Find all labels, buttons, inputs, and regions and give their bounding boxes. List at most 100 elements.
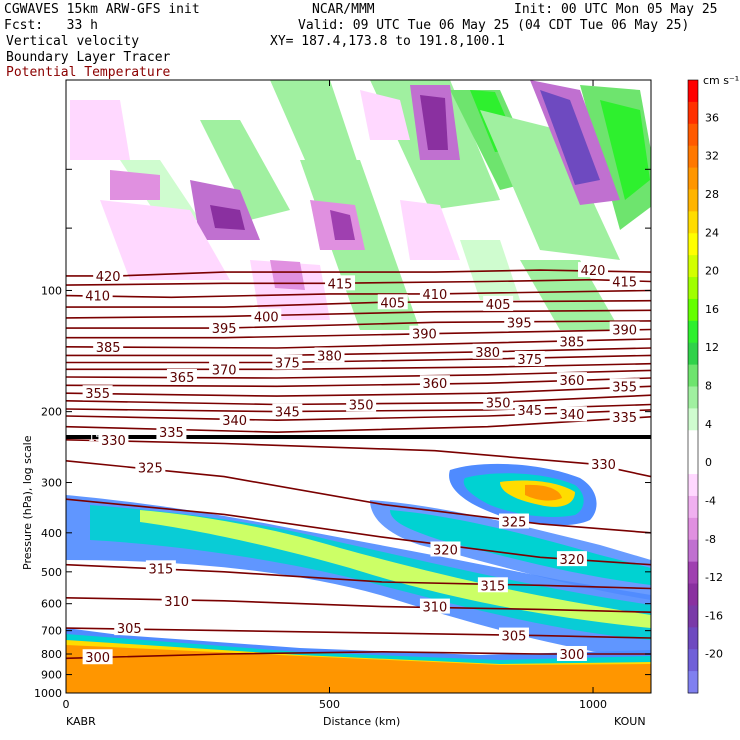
colorbar-label: -20 <box>705 648 723 661</box>
w-upper-purple-15 <box>360 90 410 140</box>
colorbar-label: 20 <box>705 265 719 278</box>
colorbar-swatch <box>688 671 698 694</box>
theta-label: 400 <box>254 310 279 325</box>
theta-label-bg <box>498 627 529 643</box>
theta-label: 395 <box>507 316 532 331</box>
theta-label: 300 <box>85 651 110 666</box>
colorbar-swatch <box>688 386 698 409</box>
theta-label-bg <box>161 592 192 608</box>
w-upper-purple-9 <box>110 170 160 200</box>
theta-label-bg <box>430 541 461 557</box>
theta-label: 375 <box>275 357 300 372</box>
theta-line-350 <box>66 394 651 406</box>
y-axis-label: Pressure (hPa), log scale <box>21 435 34 570</box>
theta-label-bg <box>419 285 450 301</box>
w-upper-purple-11 <box>100 200 230 280</box>
theta-label-bg <box>93 338 124 354</box>
y-tick-label: 400 <box>41 527 62 540</box>
header-xy: XY= 187.4,173.8 to 191.8,100.1 <box>270 34 505 49</box>
w-upper-green-11 <box>520 260 620 330</box>
theta-label-bg <box>314 347 345 363</box>
x-axis-ticks: 0 500 1000 <box>63 80 607 711</box>
theta-label: 305 <box>502 630 527 645</box>
theta-label-bg <box>272 403 303 419</box>
theta-label-bg <box>556 372 587 388</box>
theta-labels: 420 415 420 415 410 410 405 405 400 395 395 390 390 3… <box>82 262 640 666</box>
theta-label: 410 <box>85 290 110 305</box>
theta-label: 320 <box>433 543 458 558</box>
y-tick-label: 100 <box>41 284 62 297</box>
theta-label: 390 <box>612 323 637 338</box>
x-tick-label: 500 <box>319 698 340 711</box>
theta-label: 350 <box>486 397 511 412</box>
theta-label-bg <box>477 577 508 593</box>
theta-label: 310 <box>164 595 189 610</box>
x-axis-label: Distance (km) <box>323 715 400 728</box>
theta-label: 340 <box>560 408 585 423</box>
colorbar-units: cm s⁻¹ <box>703 74 739 87</box>
theta-label-bg <box>377 294 408 310</box>
colorbar-swatch <box>688 101 698 125</box>
theta-label: 350 <box>349 399 374 414</box>
theta-label-bg <box>272 354 303 370</box>
theta-label: 420 <box>581 264 606 279</box>
y-tick-label: 800 <box>41 648 62 661</box>
tracer-ribbons <box>66 463 651 660</box>
y-tick-label: 900 <box>41 669 62 682</box>
theta-label: 365 <box>170 371 195 386</box>
theta-label: 345 <box>517 404 542 419</box>
colorbar-swatch <box>688 605 698 628</box>
theta-label-bg <box>498 513 529 529</box>
w-upper-purple-2 <box>540 90 600 185</box>
theta-label-bg <box>82 385 113 401</box>
colorbar-swatch <box>688 80 698 103</box>
theta-label: 345 <box>275 406 300 421</box>
theta-label: 330 <box>101 434 126 449</box>
upper-velocity-field <box>70 80 651 330</box>
theta-line-305 <box>66 627 651 639</box>
theta-label: 390 <box>412 328 437 343</box>
theta-label: 360 <box>560 374 585 389</box>
theta-label-bg <box>419 375 450 391</box>
theta-label: 415 <box>328 277 353 292</box>
header-line1-right: Init: 00 UTC Mon 05 May 25 <box>514 2 718 17</box>
theta-label-bg <box>409 325 440 341</box>
theta-label-bg <box>209 320 240 336</box>
colorbar-swatch <box>688 495 698 519</box>
colorbar-swatch <box>688 277 698 300</box>
colorbar-label: -12 <box>705 571 723 584</box>
colorbar-label: -4 <box>705 494 716 507</box>
theta-label-bg <box>156 424 187 440</box>
colorbar-swatch <box>688 189 698 212</box>
colorbar-swatch <box>688 539 698 563</box>
theta-label: 405 <box>486 298 511 313</box>
w-upper-purple-4 <box>420 95 448 150</box>
theta-label-bg <box>483 295 514 311</box>
theta-label: 415 <box>612 276 637 291</box>
theta-label-bg <box>98 431 129 447</box>
theta-line-325 <box>66 460 651 534</box>
x-tick-label: 0 <box>63 698 70 711</box>
colorbar-label: -16 <box>705 609 723 622</box>
plot-area: 150 420415420415410410405405400395395390… <box>66 80 651 693</box>
theta-label-bg <box>93 267 124 283</box>
theta-label-bg <box>135 459 166 475</box>
w-upper-green-12 <box>460 240 520 300</box>
colorbar-label: 36 <box>705 111 719 124</box>
colorbar-frame <box>687 79 699 694</box>
colorbar-swatch <box>688 255 698 278</box>
theta-label: 395 <box>212 322 237 337</box>
colorbar-label: 24 <box>705 226 719 239</box>
theta-label: 375 <box>517 353 542 368</box>
colorbar-swatch <box>688 452 698 475</box>
colorbar-swatch <box>688 583 698 606</box>
w-upper-purple-6 <box>210 205 245 230</box>
theta-label-bg <box>514 351 545 367</box>
w-upper-purple-13 <box>270 260 305 290</box>
header-line1-left: CGWAVES 15km ARW-GFS init <box>4 2 200 17</box>
theta-label-bg <box>609 378 640 394</box>
colorbar-label: 0 <box>705 456 712 469</box>
theta-label-bg <box>82 649 113 665</box>
terrain-bottom <box>66 685 651 693</box>
theta-label: 410 <box>423 288 448 303</box>
